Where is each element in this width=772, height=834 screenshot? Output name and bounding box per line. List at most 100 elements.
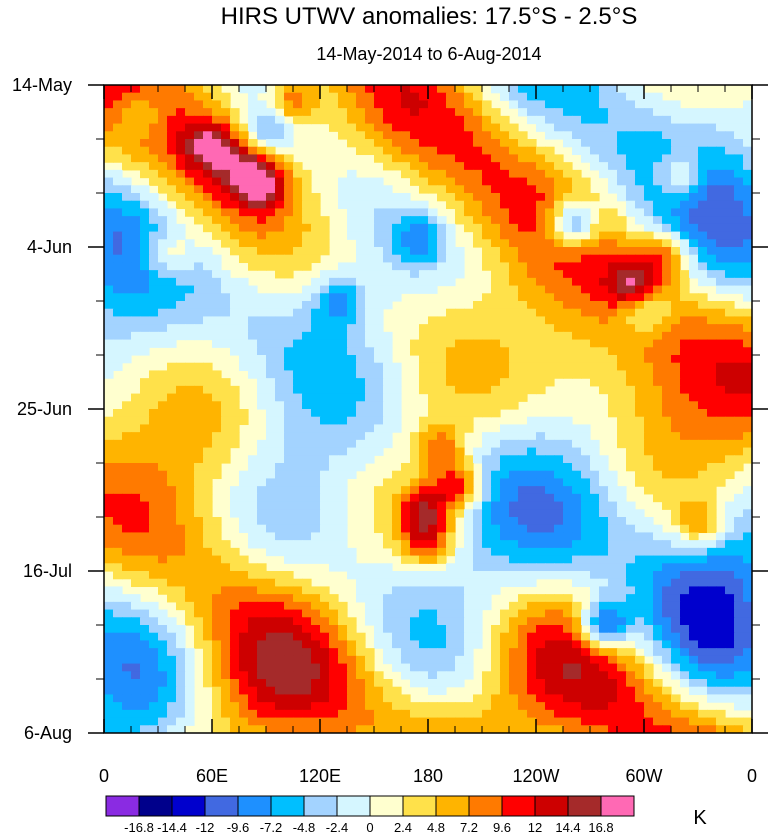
field-cell [671, 501, 681, 510]
field-cell [122, 409, 132, 418]
field-cell [491, 493, 501, 503]
field-cell [563, 671, 573, 680]
field-cell [680, 463, 690, 472]
field-cell [419, 663, 429, 672]
field-cell [518, 655, 528, 665]
field-cell [131, 486, 141, 495]
field-cell [680, 594, 690, 603]
field-cell [212, 524, 222, 534]
field-cell [212, 231, 222, 240]
field-cell [248, 100, 258, 109]
field-cell [356, 254, 366, 264]
field-cell [671, 563, 681, 572]
field-cell [311, 517, 321, 526]
field-cell [275, 586, 285, 595]
field-cell [518, 378, 528, 387]
field-cell [374, 100, 384, 109]
field-cell [545, 378, 555, 387]
field-cell [212, 378, 222, 387]
field-cell [545, 131, 555, 140]
field-cell [113, 617, 123, 626]
field-cell [275, 185, 285, 194]
field-cell [275, 671, 285, 680]
field-cell [716, 547, 726, 557]
field-cell [320, 694, 330, 703]
field-cell [122, 123, 132, 132]
field-cell [527, 617, 537, 626]
field-cell [320, 239, 330, 248]
field-cell [644, 416, 654, 426]
field-cell [302, 254, 312, 264]
field-cell [203, 517, 213, 526]
field-cell [617, 293, 627, 302]
field-cell [671, 663, 681, 672]
field-cell [410, 108, 420, 117]
field-cell [599, 578, 609, 588]
field-cell [149, 663, 159, 672]
field-cell [599, 139, 609, 148]
field-cell [149, 247, 159, 256]
field-cell [194, 640, 204, 649]
field-cell [158, 540, 168, 549]
field-cell [491, 686, 501, 696]
field-cell [293, 177, 303, 186]
field-cell [716, 254, 726, 264]
field-cell [680, 324, 690, 333]
field-cell [149, 331, 159, 341]
field-cell [707, 432, 717, 441]
field-cell [239, 301, 249, 310]
field-cell [419, 146, 429, 156]
field-cell [446, 671, 456, 680]
field-cell [257, 193, 267, 202]
field-cell [599, 370, 609, 379]
field-cell [599, 277, 609, 287]
field-cell [644, 640, 654, 649]
field-cell [140, 393, 150, 402]
field-cell [293, 594, 303, 603]
field-cell [212, 301, 222, 310]
field-cell [122, 355, 132, 364]
field-cell [482, 193, 492, 202]
field-cell [563, 439, 573, 449]
field-cell [464, 524, 474, 534]
field-cell [113, 316, 123, 325]
field-cell [158, 586, 168, 595]
field-cell [716, 378, 726, 387]
field-cell [500, 146, 510, 156]
field-cell [293, 555, 303, 564]
field-cell [581, 439, 591, 449]
field-cell [572, 517, 582, 526]
field-cell [113, 216, 123, 225]
field-cell [653, 617, 663, 626]
field-cell [158, 416, 168, 426]
field-cell [248, 362, 258, 372]
field-cell [131, 432, 141, 441]
field-cell [437, 85, 447, 94]
field-cell [581, 509, 591, 518]
field-cell [158, 555, 168, 564]
field-cell [626, 100, 636, 109]
field-cell [293, 293, 303, 302]
field-cell [419, 162, 429, 171]
field-cell [599, 532, 609, 541]
field-cell [275, 247, 285, 256]
field-cell [626, 463, 636, 472]
field-cell [347, 301, 357, 310]
field-cell [617, 563, 627, 572]
field-cell [266, 331, 276, 341]
field-cell [536, 308, 546, 318]
field-cell [536, 177, 546, 186]
field-cell [374, 324, 384, 333]
field-cell [221, 316, 231, 325]
field-cell [716, 617, 726, 626]
field-cell [392, 655, 402, 665]
field-cell [473, 609, 483, 618]
field-cell [644, 162, 654, 171]
field-cell [500, 501, 510, 510]
field-cell [194, 293, 204, 302]
field-cell [437, 262, 447, 271]
field-cell [320, 293, 330, 302]
field-cell [635, 609, 645, 618]
field-cell [563, 617, 573, 626]
field-cell [536, 347, 546, 356]
